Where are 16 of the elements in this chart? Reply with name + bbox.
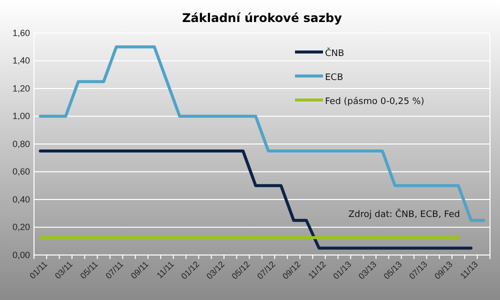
annotation: Zdroj dat: ČNB, ECB, Fed — [348, 208, 460, 220]
y-tick-label: 1,60 — [12, 28, 30, 38]
line-series — [38, 149, 472, 250]
y-tick-label: 0,00 — [12, 250, 30, 260]
y-tick-label: 1,40 — [12, 56, 30, 66]
legend-label: Fed (pásmo 0-0,25 %) — [325, 96, 424, 107]
y-tick-label: 0,80 — [12, 138, 30, 149]
line-series — [38, 45, 486, 222]
chart-title: Základní úrokové sazby — [182, 11, 342, 25]
legend-label: ECB — [325, 73, 344, 83]
legend-label: ČNB — [325, 47, 344, 59]
y-tick-label: 0,60 — [12, 166, 30, 177]
y-tick-label: 0,40 — [12, 194, 30, 204]
y-tick-label: 1,00 — [12, 111, 30, 122]
y-tick-label: 0,20 — [12, 222, 30, 232]
y-tick-label: 1,20 — [12, 83, 30, 94]
